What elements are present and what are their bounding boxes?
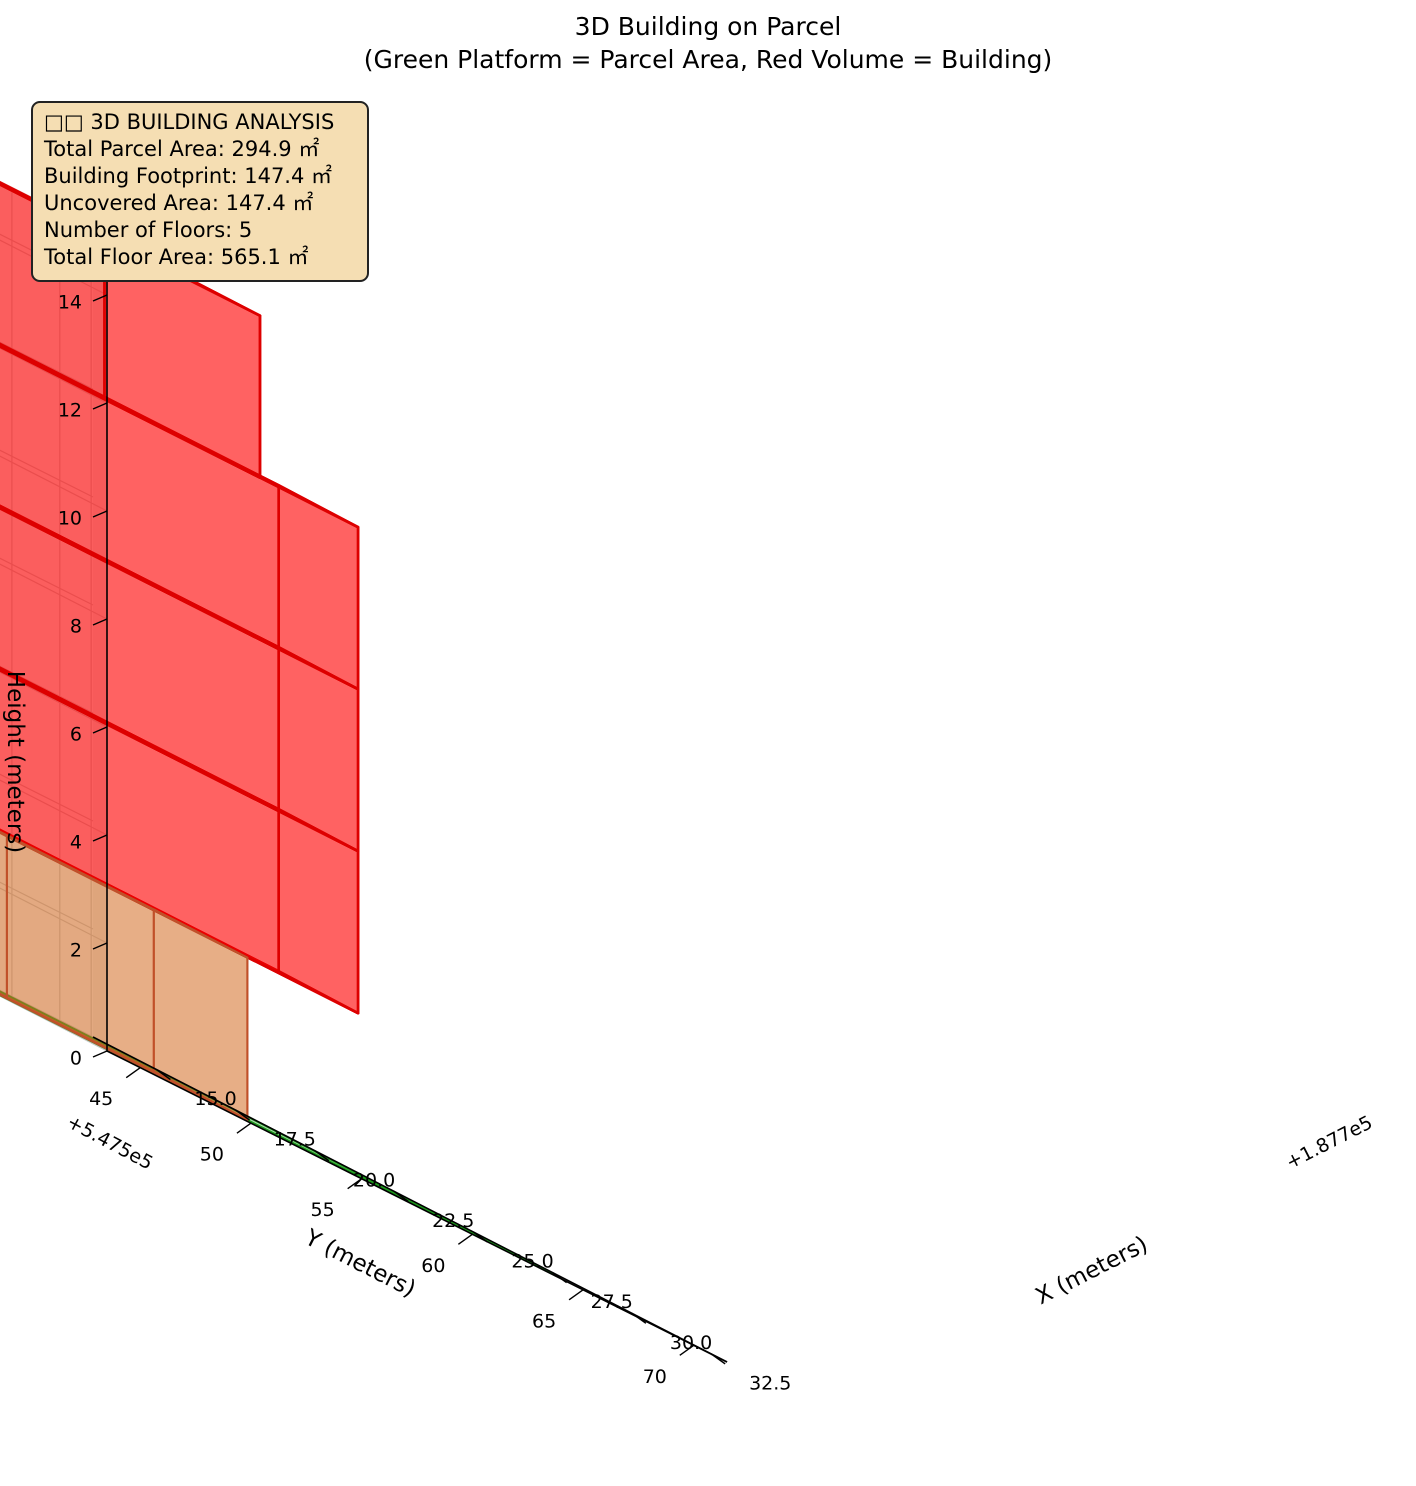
grid-line-z xyxy=(0,347,108,404)
z-axis-tick xyxy=(92,834,108,842)
info-number-of-floors: Number of Floors: 5 xyxy=(44,218,253,242)
x-axis-label: X (meters) xyxy=(1031,1231,1152,1310)
axis-lines-ticks: 15.017.520.022.525.027.530.032.545505560… xyxy=(58,241,791,1394)
x-axis-tick-label: 30.0 xyxy=(670,1332,712,1354)
z-axis-tick xyxy=(92,726,108,734)
info-uncovered-area: Uncovered Area: 147.4 ㎡ xyxy=(44,191,314,215)
floor-4-top xyxy=(0,342,360,529)
x-axis-tick-label: 27.5 xyxy=(591,1291,633,1313)
floor-3-top xyxy=(0,504,360,691)
chart-title: 3D Building on Parcel xyxy=(574,12,842,41)
floor-1-top xyxy=(0,830,249,959)
z-axis-tick xyxy=(92,510,108,518)
z-axis-tick-label: 8 xyxy=(70,616,82,638)
x-axis-tick xyxy=(393,1190,409,1202)
z-axis-tick-label: 14 xyxy=(58,292,82,314)
x-axis-tick-label: 17.5 xyxy=(274,1129,316,1151)
floor-2-top xyxy=(0,666,360,853)
z-axis-tick-label: 0 xyxy=(70,1048,82,1070)
grid-line-z xyxy=(0,887,108,944)
y-axis-tick-label: 45 xyxy=(89,1088,113,1110)
y-axis-tick-label: 65 xyxy=(532,1310,556,1332)
y-axis-tick-label: 70 xyxy=(643,1366,667,1388)
x-axis-tick-label: 20.0 xyxy=(353,1169,395,1191)
z-axis-label: Height (meters) xyxy=(2,671,28,853)
x-axis-line xyxy=(92,1036,728,1363)
y-axis-offset: +5.475e5 xyxy=(63,1111,156,1175)
building-scene xyxy=(0,180,559,1278)
grid-line-z xyxy=(0,779,108,836)
y-axis-tick xyxy=(125,1067,141,1079)
z-axis-tick-label: 4 xyxy=(70,832,82,854)
y-axis-line xyxy=(106,1050,728,1363)
z-axis-tick xyxy=(92,942,108,950)
y-axis-tick xyxy=(347,1178,363,1190)
y-axis-tick xyxy=(236,1122,252,1134)
x-axis-tick xyxy=(155,1068,171,1081)
z-axis-tick-label: 12 xyxy=(58,400,82,422)
x-axis-tick-label: 32.5 xyxy=(749,1372,791,1394)
info-total-floor-area: Total Floor Area: 565.1 ㎡ xyxy=(44,245,309,269)
z-axis-tick xyxy=(92,402,108,410)
x-axis-tick xyxy=(235,1109,251,1121)
z-axis-tick-label: 10 xyxy=(58,508,82,530)
y-axis-tick xyxy=(457,1233,473,1245)
y-axis-tick xyxy=(679,1344,695,1356)
info-building-footprint: Building Footprint: 147.4 ㎡ xyxy=(44,164,333,188)
y-axis-tick-label: 60 xyxy=(421,1255,445,1277)
x-axis-tick xyxy=(314,1150,330,1162)
z-axis-tick-label: 6 xyxy=(70,724,82,746)
y-axis-tick-label: 55 xyxy=(311,1199,335,1221)
x-axis-tick-label: 15.0 xyxy=(194,1088,236,1110)
x-axis-tick-label: 25.0 xyxy=(511,1251,553,1273)
grid-line-z xyxy=(0,455,108,512)
z-axis-tick xyxy=(92,1050,108,1058)
chart-subtitle: (Green Platform = Parcel Area, Red Volum… xyxy=(363,45,1053,74)
x-axis-offset: +1.877e5 xyxy=(1282,1111,1376,1173)
y-axis-tick xyxy=(568,1289,584,1301)
analysis-info-box: □□ 3D BUILDING ANALYSIS Total Parcel Are… xyxy=(31,101,369,282)
grid-line-z xyxy=(0,563,108,620)
x-axis-tick-label: 22.5 xyxy=(432,1210,474,1232)
z-axis-tick-label: 2 xyxy=(70,940,82,962)
grid-line-z xyxy=(0,671,108,728)
info-total-parcel-area: Total Parcel Area: 294.9 ㎡ xyxy=(44,137,320,161)
y-axis-label: Y (meters) xyxy=(300,1224,420,1302)
z-axis-tick xyxy=(92,618,108,626)
grid-line-z xyxy=(0,239,108,296)
back-pane-y xyxy=(0,180,93,1037)
y-axis-tick-label: 50 xyxy=(200,1144,224,1166)
z-axis-tick xyxy=(92,294,108,302)
info-box-heading: □□ 3D BUILDING ANALYSIS xyxy=(44,110,335,134)
